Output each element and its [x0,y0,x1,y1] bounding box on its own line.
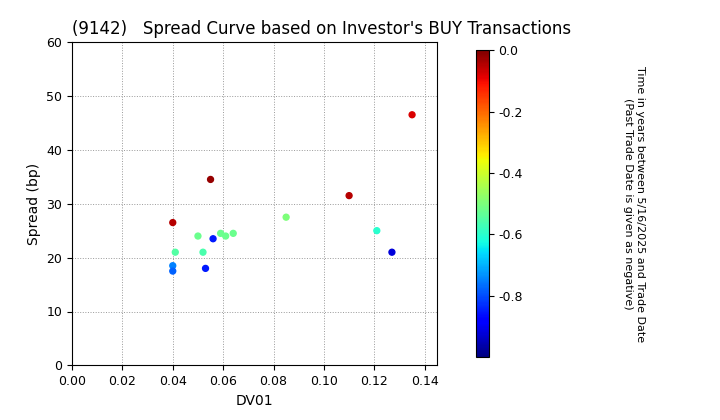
Text: (9142)   Spread Curve based on Investor's BUY Transactions: (9142) Spread Curve based on Investor's … [72,20,571,38]
Point [192,233,204,239]
Point [280,214,292,220]
Point [207,235,219,242]
Point [386,249,397,255]
Y-axis label: Spread (bp): Spread (bp) [27,163,41,245]
Y-axis label: Time in years between 5/16/2025 and Trade Date
(Past Trade Date is given as nega: Time in years between 5/16/2025 and Trad… [623,66,644,342]
X-axis label: DV01: DV01 [236,394,274,408]
Point [215,230,226,237]
Point [167,219,179,226]
Point [406,111,418,118]
Point [199,265,211,272]
Point [169,249,181,255]
Point [371,227,382,234]
Point [197,249,209,255]
Point [204,176,216,183]
Point [228,230,239,237]
Point [343,192,355,199]
Point [167,268,179,274]
Point [220,233,231,239]
Point [167,262,179,269]
